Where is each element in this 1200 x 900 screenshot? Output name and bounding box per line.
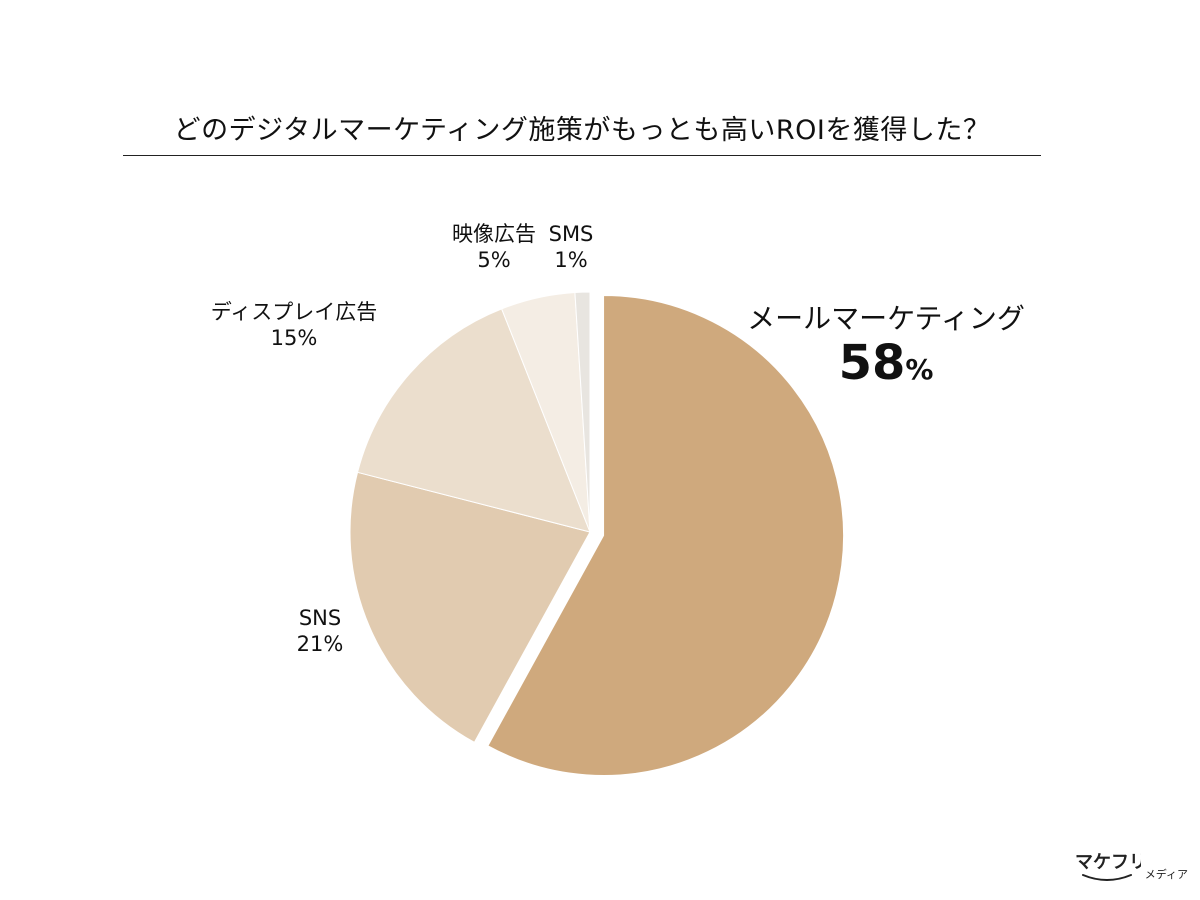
title-underline bbox=[123, 155, 1041, 156]
pie-slice-1 bbox=[487, 294, 845, 776]
slice-label-value: 21% bbox=[296, 631, 344, 656]
slice-label-unit: % bbox=[905, 353, 934, 387]
pie-slice-5 bbox=[574, 291, 591, 533]
slice-label-1: メールマーケティング 58% bbox=[747, 302, 1025, 391]
slice-label-name: 映像広告 bbox=[452, 222, 536, 246]
slice-label-value: 15% bbox=[270, 325, 318, 350]
slice-label-value: 58% bbox=[838, 335, 934, 392]
slice-label-5: SMS 1% bbox=[549, 222, 594, 273]
slice-label-name: ディスプレイ広告 bbox=[210, 300, 378, 324]
brand-logo-sub: メディア bbox=[1144, 868, 1188, 881]
slice-label-4: 映像広告 5% bbox=[452, 222, 536, 273]
slice-label-name: メールマーケティング bbox=[747, 302, 1025, 335]
pie-slice-2 bbox=[349, 471, 591, 743]
slice-label-3: ディスプレイ広告 15% bbox=[211, 300, 378, 351]
slice-label-value: 1% bbox=[554, 247, 588, 272]
slice-label-name: SNS bbox=[298, 606, 342, 630]
brand-logo-text: マケフリ bbox=[1075, 852, 1141, 872]
chart-title: どのデジタルマーケティング施策がもっとも高いROIを獲得した？ bbox=[173, 115, 991, 146]
slice-label-2: SNS 21% bbox=[297, 606, 344, 657]
slice-label-name: SMS bbox=[548, 222, 594, 246]
slice-label-value: 5% bbox=[477, 247, 511, 272]
brand-logo-icon: マケフリ bbox=[1075, 852, 1141, 881]
brand-logo: マケフリ メディア bbox=[1073, 846, 1188, 886]
pie-slice-3 bbox=[356, 308, 591, 533]
